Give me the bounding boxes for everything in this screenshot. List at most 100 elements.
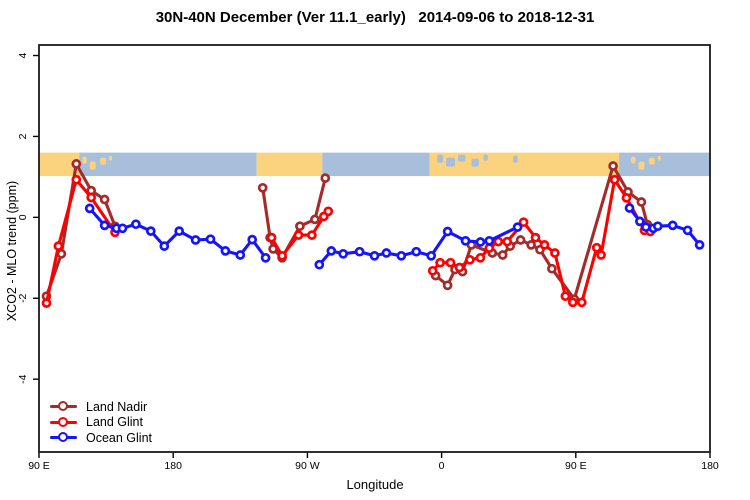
data-point-ocean-glint — [652, 221, 663, 232]
data-point-ocean-glint — [460, 235, 471, 246]
data-point-land-glint — [530, 232, 541, 243]
data-point-land-glint — [465, 254, 475, 265]
map-band-land-segment — [39, 152, 80, 177]
x-tick-label: 90 W — [295, 460, 320, 472]
map-sea-patch — [471, 158, 479, 167]
data-point-land-nadir — [310, 214, 320, 225]
data-point-land-nadir — [497, 250, 508, 260]
data-point-land-nadir — [547, 263, 557, 274]
data-point-ocean-glint — [411, 246, 422, 257]
land-glint-marker-icon — [50, 416, 77, 428]
data-point-land-glint — [323, 206, 334, 217]
data-point-ocean-glint — [396, 250, 407, 261]
data-point-land-nadir — [56, 248, 67, 259]
map-island-patch — [89, 161, 96, 170]
legend-item-land-nadir: Land Nadir — [50, 399, 152, 415]
chart-title: 30N-40N December (Ver 11.1_early) 2014-0… — [155, 9, 595, 26]
data-point-land-glint — [596, 250, 606, 260]
series-line-land-glint — [431, 178, 652, 304]
data-point-land-glint — [539, 240, 550, 250]
y-axis-label: XCO2 - MLO trend (ppm) — [5, 180, 19, 322]
data-point-land-glint — [591, 242, 602, 253]
map-island-patch — [100, 157, 107, 165]
map-band-ocean-segment — [619, 152, 710, 177]
x-tick-label: 90 E — [565, 460, 587, 472]
data-point-land-nadir — [295, 221, 305, 232]
map-band-ocean-segment — [322, 152, 430, 177]
data-point-land-glint — [293, 230, 304, 240]
data-point-land-glint — [502, 236, 513, 247]
data-point-land-nadir — [515, 235, 526, 245]
data-point-land-glint — [53, 241, 64, 251]
map-island-patch — [648, 157, 655, 165]
legend-item-land-glint: Land Glint — [50, 415, 152, 431]
land-nadir-marker-icon — [50, 401, 77, 412]
data-point-ocean-glint — [381, 248, 392, 258]
data-point-ocean-glint — [260, 252, 271, 263]
map-island-patch — [638, 161, 645, 170]
data-point-land-glint — [484, 243, 495, 253]
y-tick-label: -4 — [17, 374, 29, 383]
data-point-ocean-glint — [205, 234, 216, 245]
data-point-ocean-glint — [667, 220, 678, 231]
data-point-ocean-glint — [635, 216, 645, 227]
y-tick-label: 0 — [17, 214, 29, 220]
data-point-ocean-glint — [624, 203, 635, 213]
data-point-ocean-glint — [220, 246, 231, 256]
data-point-land-nadir — [320, 173, 331, 183]
series-line-land-nadir — [434, 164, 649, 301]
data-point-land-glint — [550, 248, 560, 258]
plot-border — [38, 44, 711, 453]
legend-label: Land Nadir — [86, 399, 148, 414]
data-point-land-nadir — [526, 240, 536, 250]
data-point-land-nadir — [71, 159, 82, 169]
data-point-ocean-glint — [338, 248, 349, 259]
data-point-ocean-glint — [512, 222, 523, 232]
data-point-land-glint — [41, 298, 52, 308]
data-point-land-nadir — [636, 197, 647, 207]
data-point-ocean-glint — [369, 250, 380, 261]
map-sea-patch — [483, 154, 488, 161]
data-point-ocean-glint — [131, 219, 141, 230]
data-point-ocean-glint — [682, 225, 693, 236]
data-point-land-glint — [427, 265, 438, 276]
y-tick-label: -2 — [17, 293, 29, 302]
map-sea-patch — [446, 157, 456, 167]
data-point-land-glint — [621, 193, 632, 203]
map-island-patch — [82, 156, 87, 164]
map-band-ocean-segment — [79, 152, 257, 177]
map-sea-patch — [437, 154, 444, 163]
y-tick-label: 2 — [17, 133, 29, 139]
data-point-land-glint — [576, 297, 587, 308]
data-point-land-glint — [475, 252, 486, 263]
data-point-ocean-glint — [235, 250, 246, 260]
map-sea-patch — [458, 154, 466, 162]
data-point-land-glint — [277, 250, 287, 261]
legend-label: Land Glint — [86, 415, 143, 430]
data-point-land-glint — [71, 174, 82, 185]
data-point-land-glint — [454, 262, 465, 273]
x-tick-label: 90 E — [28, 460, 50, 472]
data-point-land-glint — [86, 192, 97, 203]
data-point-land-glint — [435, 257, 445, 268]
x-tick-label: 180 — [164, 460, 182, 472]
data-point-ocean-glint — [247, 234, 258, 245]
x-axis-label: Longitude — [346, 477, 404, 492]
data-point-land-nadir — [257, 182, 268, 193]
data-point-ocean-glint — [174, 226, 185, 236]
map-sea-patch — [513, 155, 518, 163]
data-point-land-glint — [560, 291, 571, 302]
map-band-land-segment — [256, 152, 323, 177]
x-tick-label: 0 — [439, 460, 445, 472]
data-point-land-glint — [445, 257, 456, 268]
data-point-land-glint — [307, 230, 317, 240]
data-point-ocean-glint — [190, 235, 201, 245]
data-point-ocean-glint — [99, 220, 110, 231]
x-tick-label: 180 — [701, 460, 719, 472]
chart-legend: Land Nadir Land Glint Ocean Glint — [50, 399, 152, 446]
map-island-patch — [657, 155, 661, 161]
data-point-ocean-glint — [84, 203, 95, 214]
data-point-land-nadir — [608, 161, 618, 171]
data-point-land-glint — [609, 174, 620, 185]
